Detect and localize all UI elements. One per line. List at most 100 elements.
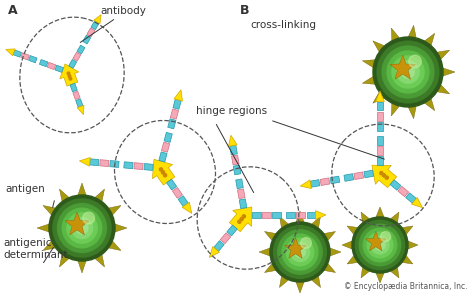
Circle shape: [240, 217, 243, 221]
Circle shape: [286, 238, 314, 266]
Polygon shape: [402, 226, 413, 234]
Polygon shape: [402, 255, 413, 264]
Polygon shape: [376, 207, 384, 217]
Polygon shape: [43, 241, 55, 250]
Polygon shape: [391, 212, 399, 223]
Circle shape: [397, 61, 419, 83]
Polygon shape: [39, 59, 48, 67]
Polygon shape: [296, 282, 304, 293]
Polygon shape: [109, 241, 121, 250]
Polygon shape: [425, 33, 435, 45]
Polygon shape: [134, 163, 143, 170]
Circle shape: [69, 78, 72, 80]
Polygon shape: [170, 109, 179, 119]
Polygon shape: [286, 212, 295, 218]
Polygon shape: [330, 176, 340, 184]
Polygon shape: [311, 276, 320, 287]
Circle shape: [373, 37, 443, 107]
Polygon shape: [377, 146, 383, 155]
Circle shape: [385, 176, 388, 179]
Circle shape: [270, 222, 330, 282]
Polygon shape: [406, 193, 416, 203]
Polygon shape: [227, 225, 237, 236]
Circle shape: [371, 236, 389, 254]
Text: A: A: [8, 4, 18, 17]
Polygon shape: [94, 15, 101, 24]
Polygon shape: [373, 41, 384, 52]
Polygon shape: [47, 62, 55, 69]
Circle shape: [409, 55, 421, 68]
Circle shape: [238, 220, 241, 223]
Polygon shape: [377, 102, 383, 110]
Polygon shape: [78, 183, 86, 195]
Polygon shape: [79, 157, 90, 166]
Polygon shape: [347, 226, 358, 234]
Polygon shape: [324, 263, 336, 273]
Circle shape: [301, 238, 311, 248]
Circle shape: [375, 240, 385, 250]
Polygon shape: [408, 241, 418, 249]
Polygon shape: [392, 103, 399, 116]
Polygon shape: [307, 212, 315, 218]
Polygon shape: [210, 247, 219, 257]
Polygon shape: [87, 28, 95, 37]
Text: antibody: antibody: [100, 6, 146, 16]
Circle shape: [57, 203, 107, 252]
Polygon shape: [153, 159, 175, 185]
Polygon shape: [236, 179, 243, 189]
Polygon shape: [229, 207, 252, 232]
Polygon shape: [344, 174, 354, 181]
Polygon shape: [377, 112, 383, 121]
Polygon shape: [76, 99, 83, 108]
Polygon shape: [162, 142, 170, 152]
Polygon shape: [231, 155, 239, 165]
Polygon shape: [398, 186, 409, 197]
Polygon shape: [408, 106, 416, 119]
Polygon shape: [324, 231, 336, 241]
Polygon shape: [280, 217, 289, 228]
Polygon shape: [124, 162, 133, 169]
Polygon shape: [362, 77, 375, 84]
Polygon shape: [55, 65, 64, 72]
Circle shape: [382, 46, 434, 98]
Polygon shape: [90, 159, 99, 166]
Polygon shape: [300, 180, 311, 189]
Circle shape: [291, 242, 310, 262]
Text: B: B: [240, 4, 249, 17]
Polygon shape: [237, 189, 245, 199]
Polygon shape: [73, 52, 81, 61]
Polygon shape: [390, 55, 415, 79]
Polygon shape: [182, 202, 192, 214]
Polygon shape: [280, 276, 289, 287]
Polygon shape: [60, 64, 79, 86]
Polygon shape: [391, 267, 399, 278]
Polygon shape: [95, 255, 104, 267]
Polygon shape: [315, 211, 326, 219]
Polygon shape: [73, 91, 80, 99]
Circle shape: [359, 224, 401, 266]
Circle shape: [363, 228, 397, 262]
Polygon shape: [330, 248, 341, 256]
Polygon shape: [83, 35, 91, 44]
Polygon shape: [174, 90, 182, 101]
Polygon shape: [60, 255, 69, 267]
Circle shape: [82, 212, 94, 224]
Polygon shape: [296, 212, 305, 218]
Circle shape: [53, 199, 111, 257]
Polygon shape: [390, 180, 401, 190]
Polygon shape: [272, 212, 281, 218]
Polygon shape: [110, 161, 119, 168]
Circle shape: [273, 226, 327, 278]
Polygon shape: [70, 83, 77, 92]
Polygon shape: [264, 231, 276, 241]
Circle shape: [76, 222, 88, 234]
Polygon shape: [178, 196, 188, 206]
Polygon shape: [425, 99, 435, 111]
Polygon shape: [364, 170, 374, 178]
Polygon shape: [377, 122, 383, 131]
Polygon shape: [37, 224, 49, 232]
Polygon shape: [392, 28, 399, 41]
Polygon shape: [262, 212, 271, 218]
Circle shape: [356, 220, 405, 270]
Circle shape: [68, 75, 71, 77]
